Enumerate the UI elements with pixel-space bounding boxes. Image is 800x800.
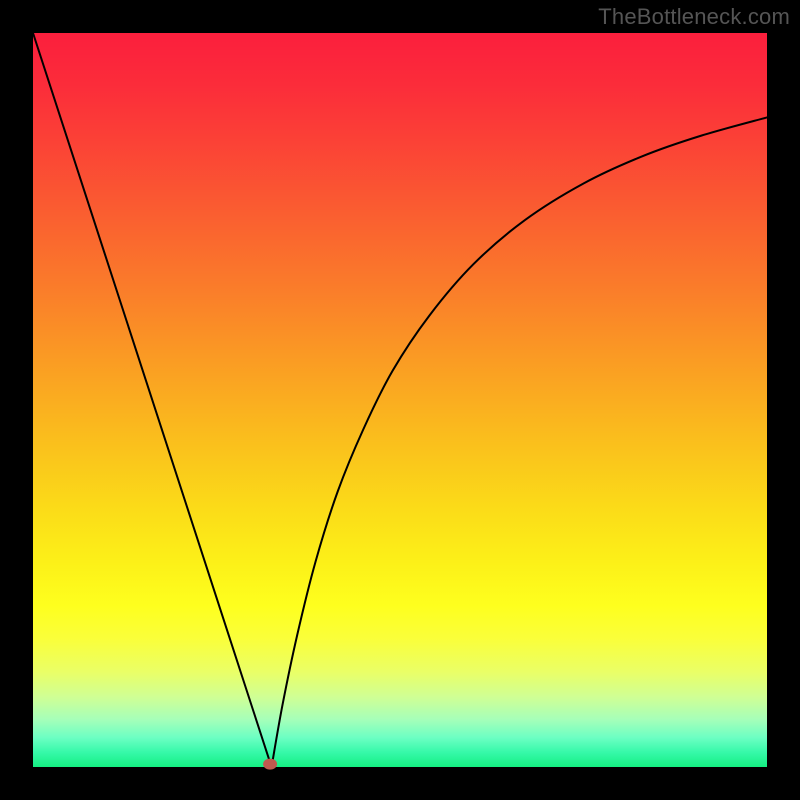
chart-stage: TheBottleneck.com [0,0,800,800]
optimum-marker [263,759,277,770]
plot-background [33,33,767,767]
watermark-label: TheBottleneck.com [598,4,790,30]
bottleneck-chart-svg [0,0,800,800]
